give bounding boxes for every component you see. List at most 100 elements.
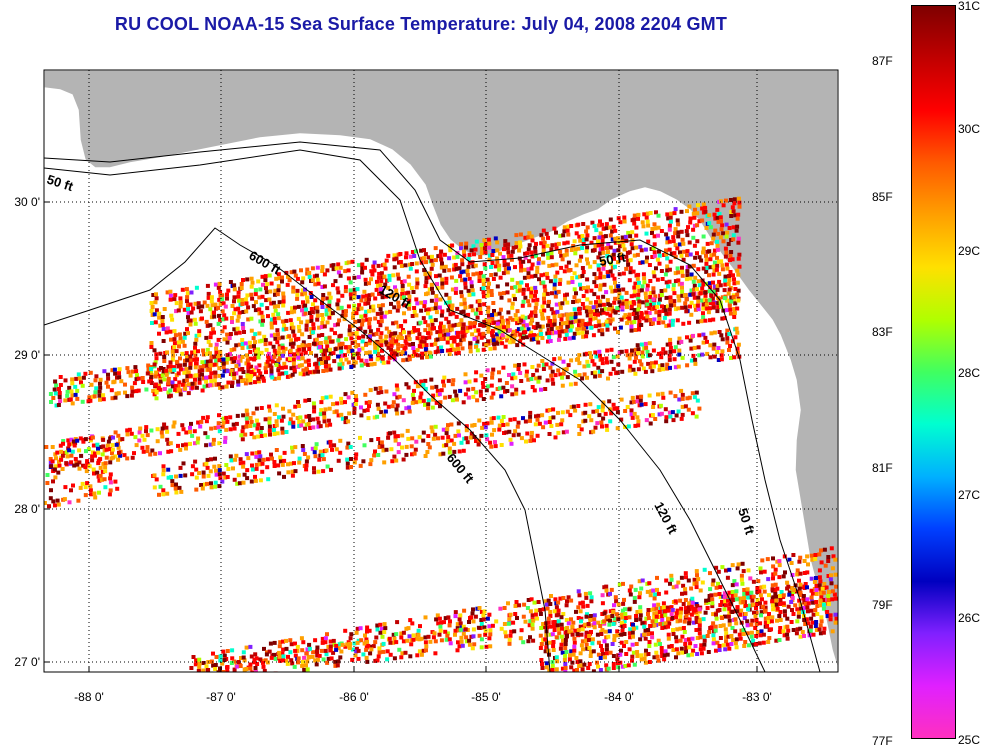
sst-pixel: [712, 252, 717, 257]
sst-pixel: [596, 652, 601, 657]
sst-pixel: [184, 287, 189, 292]
sst-pixel: [529, 330, 534, 335]
sst-pixel: [336, 338, 341, 343]
sst-pixel: [605, 360, 609, 365]
sst-pixel: [514, 317, 519, 322]
sst-pixel: [555, 623, 560, 628]
sst-pixel: [573, 319, 578, 324]
sst-pixel: [817, 568, 822, 573]
sst-pixel: [503, 239, 508, 244]
sst-pixel: [610, 237, 615, 242]
sst-pixel: [217, 472, 222, 477]
sst-pixel: [399, 296, 404, 300]
sst-pixel: [523, 330, 528, 335]
sst-pixel: [479, 251, 484, 255]
sst-pixel: [636, 212, 641, 217]
sst-pixel: [680, 396, 685, 401]
sst-pixel: [405, 357, 410, 362]
sst-pixel: [291, 357, 296, 362]
sst-pixel: [727, 332, 732, 336]
sst-pixel: [612, 276, 617, 281]
sst-pixel: [665, 240, 670, 245]
sst-pixel: [236, 314, 241, 319]
sst-pixel: [357, 335, 361, 340]
sst-pixel: [301, 419, 306, 424]
sst-pixel: [446, 378, 451, 383]
sst-pixel: [166, 467, 171, 472]
sst-pixel: [253, 380, 257, 385]
sst-pixel: [223, 439, 228, 444]
sst-pixel: [645, 283, 650, 288]
sst-pixel: [503, 389, 507, 394]
sst-pixel: [354, 398, 359, 403]
sst-pixel: [194, 373, 199, 378]
sst-pixel: [685, 269, 690, 274]
sst-pixel: [471, 244, 476, 249]
sst-pixel: [94, 386, 99, 391]
sst-pixel: [696, 267, 701, 272]
sst-pixel: [612, 638, 617, 642]
sst-pixel: [715, 350, 720, 354]
sst-pixel: [164, 372, 169, 377]
sst-pixel: [240, 342, 245, 346]
sst-pixel: [484, 433, 489, 438]
sst-pixel: [607, 321, 612, 326]
sst-pixel: [319, 648, 324, 653]
sst-pixel: [233, 307, 238, 312]
sst-pixel: [499, 315, 504, 320]
sst-pixel: [729, 238, 734, 242]
sst-pixel: [575, 327, 580, 332]
sst-pixel: [204, 379, 209, 384]
sst-pixel: [572, 331, 577, 336]
sst-pixel: [598, 656, 603, 660]
sst-pixel: [608, 285, 613, 290]
sst-pixel: [536, 340, 541, 345]
sst-pixel: [315, 649, 319, 654]
sst-pixel: [154, 352, 159, 357]
sst-pixel: [680, 305, 684, 310]
sst-pixel: [178, 367, 183, 372]
sst-pixel: [549, 373, 554, 378]
sst-pixel: [700, 298, 705, 303]
sst-pixels: [44, 196, 838, 672]
sst-pixel: [338, 333, 343, 338]
sst-pixel: [550, 361, 555, 366]
sst-pixel: [555, 270, 560, 275]
sst-pixel: [575, 299, 579, 304]
sst-pixel: [561, 359, 566, 364]
sst-pixel: [705, 265, 710, 270]
sst-pixel: [711, 272, 716, 277]
sst-pixel: [439, 620, 444, 625]
sst-pixel: [280, 345, 285, 350]
sst-pixel: [201, 364, 206, 369]
sst-pixel: [232, 347, 237, 352]
sst-pixel: [719, 304, 723, 309]
sst-pixel: [488, 628, 493, 633]
sst-pixel: [638, 244, 643, 249]
sst-pixel: [624, 349, 629, 354]
sst-pixel: [484, 388, 489, 393]
sst-pixel: [252, 658, 257, 662]
sst-pixel: [232, 376, 237, 381]
sst-pixel: [166, 380, 171, 385]
sst-pixel: [189, 421, 193, 426]
sst-pixel: [237, 330, 242, 335]
sst-pixel: [194, 361, 199, 366]
sst-pixel: [459, 310, 464, 315]
sst-pixel: [467, 620, 471, 624]
sst-pixel: [183, 331, 188, 336]
sst-pixel: [598, 275, 603, 280]
sst-pixel: [371, 304, 376, 309]
sst-pixel: [798, 571, 803, 576]
sst-pixel: [390, 404, 395, 409]
sst-pixel: [708, 285, 713, 290]
sst-pixel: [335, 322, 340, 327]
sst-pixel: [463, 285, 468, 290]
sst-pixel: [616, 602, 621, 607]
sst-pixel: [325, 632, 329, 637]
sst-pixel: [512, 335, 517, 340]
sst-pixel: [161, 468, 166, 473]
sst-pixel: [719, 333, 724, 338]
sst-pixel: [263, 338, 268, 343]
sst-pixel: [75, 396, 80, 401]
